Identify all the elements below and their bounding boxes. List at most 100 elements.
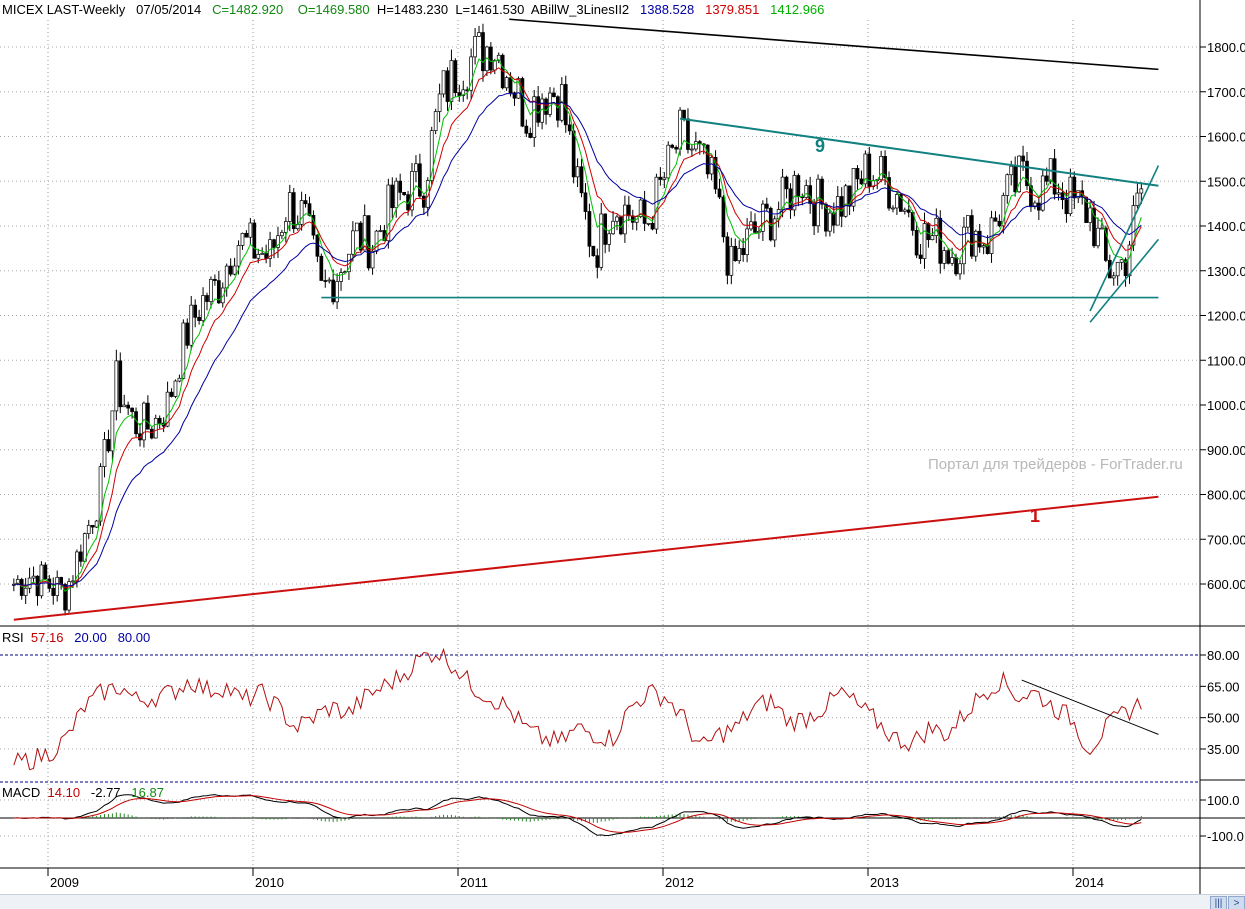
horizontal-scrollbar[interactable]: ||| > xyxy=(0,894,1245,909)
candle-body xyxy=(213,278,217,281)
rsi-tick-label: 35.00 xyxy=(1207,742,1240,757)
candle-body xyxy=(1123,259,1128,277)
year-label: 2010 xyxy=(255,875,284,890)
candle-body xyxy=(883,156,887,178)
price-tick-label: 1700.00 xyxy=(1207,85,1245,100)
candle-body xyxy=(973,230,978,257)
candle-body xyxy=(1001,195,1006,227)
candle-body xyxy=(331,279,336,303)
candle-body xyxy=(1115,261,1120,277)
candle-body xyxy=(831,212,836,226)
candle-body xyxy=(729,245,734,276)
candle-body xyxy=(1009,165,1014,176)
candle-body xyxy=(31,575,36,579)
ma-red-line xyxy=(13,67,1142,589)
trendline-label: 1 xyxy=(1030,506,1040,526)
candle-body xyxy=(950,257,954,264)
candle-body xyxy=(855,168,860,180)
candle-body xyxy=(1005,174,1010,196)
price-tick-label: 700.00 xyxy=(1207,532,1245,547)
macd-signal: -2.77 xyxy=(90,785,121,800)
candle-body xyxy=(354,222,359,232)
candle-body xyxy=(902,209,907,212)
candle-body xyxy=(587,211,592,247)
scroll-thumb-grip-icon[interactable]: ||| xyxy=(1210,896,1227,909)
candle-body xyxy=(997,220,1002,227)
candle-body xyxy=(469,56,473,91)
candle-body xyxy=(414,163,418,172)
candle-body xyxy=(169,391,174,397)
price-tick-label: 1600.00 xyxy=(1207,130,1245,145)
candle-body xyxy=(733,245,738,262)
candle-body xyxy=(351,230,355,255)
candle-body xyxy=(796,175,801,198)
candle-body xyxy=(429,130,434,181)
candle-body xyxy=(954,257,958,275)
candle-body xyxy=(216,280,221,304)
candle-body xyxy=(859,178,864,185)
candle-body xyxy=(532,96,537,138)
symbol: MICEX LAST-Weekly xyxy=(2,2,126,17)
candle-body xyxy=(887,177,891,209)
trendline-resistance-long xyxy=(509,18,1159,71)
candle-body xyxy=(737,248,742,262)
candle-body xyxy=(272,239,276,248)
candle-body xyxy=(1100,227,1104,230)
candle-body xyxy=(252,222,257,259)
candle-body xyxy=(682,109,686,120)
candle-body xyxy=(966,215,970,228)
candle-body xyxy=(23,587,28,596)
price-tick-label: 1800.00 xyxy=(1207,40,1245,55)
candle-body xyxy=(926,223,931,241)
candle-body xyxy=(236,245,241,267)
candle-body xyxy=(157,417,162,424)
high-value: H=1483.230 xyxy=(376,2,449,17)
candle-body xyxy=(690,148,694,151)
candle-body xyxy=(362,215,367,251)
candle-body xyxy=(1025,160,1029,187)
candle-body xyxy=(1052,158,1057,195)
candle-body xyxy=(287,192,292,222)
candle-body xyxy=(358,222,363,251)
scroll-right-arrow-icon[interactable]: > xyxy=(1228,896,1245,909)
candle-body xyxy=(63,584,67,611)
candle-body xyxy=(173,380,178,397)
candle-body xyxy=(43,564,48,580)
candle-body xyxy=(764,203,769,209)
candle-body xyxy=(895,194,899,209)
candle-body xyxy=(256,254,261,259)
candle-body xyxy=(812,203,816,227)
price-tick-label: 600.00 xyxy=(1207,577,1245,592)
rsi-low-level: 20.00 xyxy=(74,630,107,645)
candle-body xyxy=(705,144,710,175)
candle-body xyxy=(1017,155,1021,193)
ma-red-value: 1379.851 xyxy=(705,2,760,17)
ma-green-value: 1412.966 xyxy=(770,2,825,17)
candle-body xyxy=(181,322,186,379)
candle-body xyxy=(1104,227,1108,261)
candle-body xyxy=(946,250,951,264)
year-label: 2011 xyxy=(460,875,488,890)
candle-body xyxy=(536,96,541,123)
candle-body xyxy=(725,236,730,276)
candle-body xyxy=(177,377,182,382)
price-tick-label: 1200.00 xyxy=(1207,309,1245,324)
candle-body xyxy=(1127,244,1132,277)
candle-body xyxy=(804,185,809,198)
candle-body xyxy=(122,404,127,408)
candle-body xyxy=(149,428,154,439)
candle-body xyxy=(867,153,872,187)
macd-tick-label: -100.0 xyxy=(1207,829,1244,844)
candle-body xyxy=(567,124,572,132)
macd-hist: 16.87 xyxy=(131,785,164,800)
bar-date: 07/05/2014 xyxy=(136,2,202,17)
candle-body xyxy=(1131,205,1136,246)
candle-body xyxy=(453,60,458,94)
candle-body xyxy=(579,166,584,194)
candle-body xyxy=(118,360,123,408)
candle-body xyxy=(1021,155,1025,162)
candle-body xyxy=(1088,207,1092,223)
rsi-line xyxy=(13,647,1142,771)
candle-body xyxy=(516,78,521,99)
